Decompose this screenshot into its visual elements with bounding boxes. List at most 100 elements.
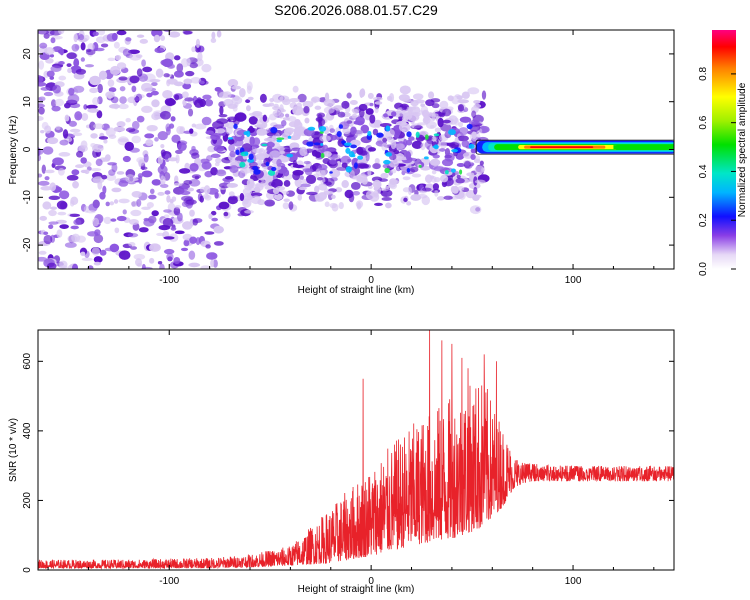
spectrogram-blob [177, 212, 183, 222]
spectrogram-blob [83, 104, 88, 110]
spectrogram-blob [201, 161, 212, 170]
spectrogram-blob [402, 97, 412, 103]
spectrogram-blob [105, 173, 117, 181]
spectrogram-blob [136, 115, 145, 123]
spectrogram-blob [72, 181, 79, 189]
spectrogram-blob [58, 190, 70, 200]
spectrogram-blob [474, 179, 486, 184]
spectrogram-blob [183, 180, 193, 185]
spectrogram-blob [199, 195, 204, 203]
spectrogram-blob [118, 198, 130, 204]
spectrogram-blob [48, 209, 57, 217]
spectrogram-blob [153, 111, 161, 120]
carrier-band-tail [613, 145, 674, 150]
spectrogram-blob [329, 115, 335, 119]
spectrogram-blob [380, 189, 393, 198]
colorbar-tick-label: 0.6 [698, 115, 709, 129]
spectrogram-blob [128, 49, 140, 55]
spectrogram-blob [417, 122, 428, 126]
spectrogram-blob [103, 139, 108, 144]
spectrogram-blob [272, 110, 282, 117]
spectrogram-blob [38, 173, 43, 178]
spectrogram-blob [131, 120, 140, 130]
spectrogram-blob [133, 96, 140, 102]
spectrogram-blob [69, 200, 75, 207]
spectrogram-blob [434, 127, 442, 133]
spectrogram-blob [162, 90, 173, 99]
spectrogram-blob [443, 195, 453, 200]
spectrogram-blob [90, 168, 102, 172]
spectrogram-blob [365, 108, 374, 115]
spectrogram-blob [57, 211, 67, 216]
spectrogram-blobs [38, 30, 490, 269]
spectrogram-blob [437, 117, 444, 128]
spectrogram-blob [204, 231, 215, 235]
spectrogram-blob [49, 54, 55, 58]
spectrogram-blob [195, 38, 201, 49]
snr-x-ticks: -100 0 100 [47, 330, 655, 587]
spectrogram-blob [141, 263, 146, 269]
spectrogram-blob [103, 216, 112, 225]
spectrogram-blob [282, 202, 290, 210]
spectrogram-blob [93, 261, 101, 266]
spectrogram-blob [356, 162, 368, 169]
spectrogram-blob [374, 106, 379, 114]
spectrogram-blob [80, 42, 86, 51]
spectrogram-blob [52, 84, 61, 94]
spectrogram-blob [359, 89, 364, 98]
colorbar-label: Normalized spectral amplitude [737, 82, 748, 217]
spectrogram-blob [42, 146, 54, 155]
spectrogram-blob [200, 265, 212, 269]
spectrogram-blob [124, 141, 135, 151]
spectrogram-blob [466, 172, 475, 177]
spectrogram-blob [50, 65, 62, 72]
spectrogram-blob [401, 119, 407, 126]
spectrogram-blob [119, 96, 127, 104]
spectrogram-blob [402, 176, 411, 181]
spectrogram-blob [234, 112, 247, 122]
spectrogram-blob [427, 91, 435, 99]
spectrogram-blob [286, 116, 297, 122]
spectrogram-blob [165, 123, 171, 132]
spectrogram-blob [39, 215, 48, 221]
spectrogram-blob [105, 201, 110, 207]
spectrogram-blob [80, 57, 85, 62]
spectrogram-blob [176, 126, 184, 135]
spectrogram-blob [269, 97, 275, 103]
spectrogram-blob [160, 149, 166, 157]
spectrogram-blob [374, 157, 380, 165]
spectrogram-blob [214, 192, 219, 199]
spectrogram-hotspot [261, 143, 268, 147]
spectrogram-blob [227, 138, 235, 145]
spectrogram-blob [246, 178, 255, 188]
spectrogram-blob [316, 177, 323, 181]
spectrogram-blob [101, 174, 108, 180]
spectrogram-blob [188, 262, 201, 268]
spectrogram-blob [93, 234, 104, 244]
spectrogram-blob [92, 31, 99, 37]
spectrogram-blob [64, 114, 70, 122]
spectrogram-blob [239, 192, 245, 202]
spectrogram-blob [87, 43, 95, 51]
spectrogram-blob [439, 148, 446, 152]
spectrogram-hotspot [385, 152, 393, 157]
spectrogram-blob [231, 85, 242, 90]
spectrogram-blob [88, 203, 98, 212]
spectrogram-blob [163, 73, 170, 78]
spectrogram-blob [223, 211, 229, 217]
spectrogram-blob [342, 127, 351, 135]
spectrogram-blob [331, 203, 339, 212]
spectrogram-blob [150, 90, 159, 96]
spectrogram-blob [46, 262, 57, 269]
spectrogram-blob [146, 201, 154, 209]
carrier-band-outline [475, 139, 674, 155]
spectrogram-blob [433, 166, 445, 172]
spectrogram-blob [264, 199, 276, 207]
snr-series-line [38, 330, 674, 570]
spectrogram-blob [141, 82, 153, 93]
spectrogram-blob [186, 187, 194, 192]
spectrogram-blob [455, 178, 465, 184]
snr-y-tick-label: 400 [22, 422, 33, 439]
spectrogram-hotspot [320, 143, 324, 146]
